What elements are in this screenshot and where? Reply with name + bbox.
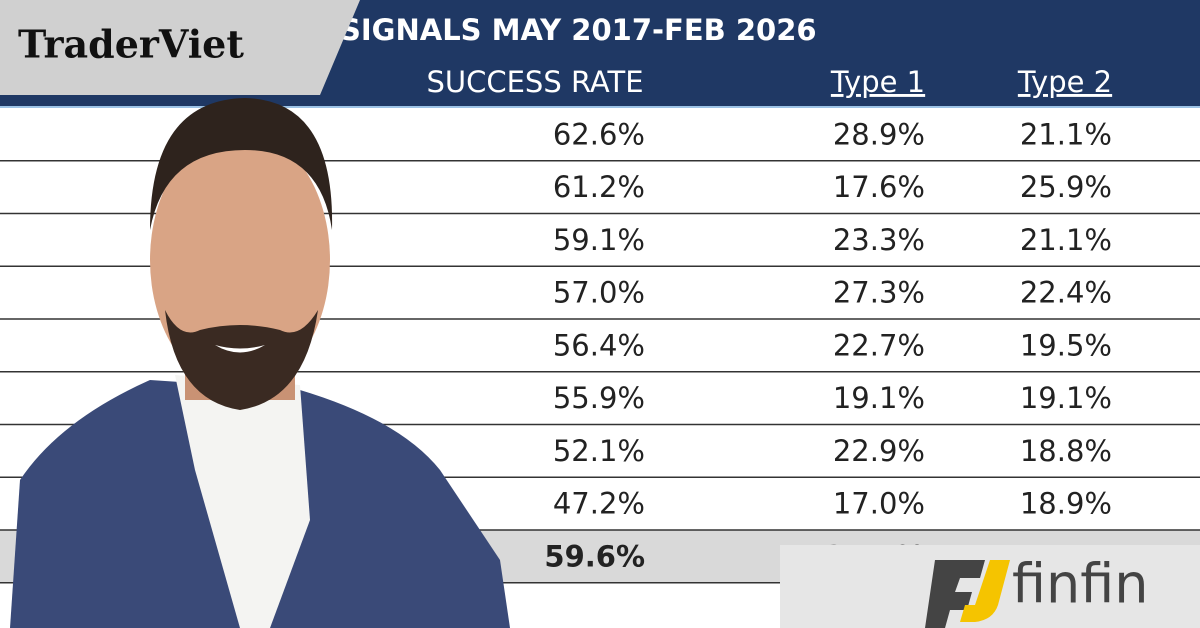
cell: 61.2%: [553, 170, 645, 204]
cell: 22.7%: [833, 328, 925, 362]
cell: 47.2%: [553, 487, 645, 521]
column-header: SUCCESS RATE: [426, 65, 643, 99]
shirt: [175, 375, 310, 628]
cell: 19.1%: [1020, 381, 1112, 415]
cell: 18.9%: [1020, 487, 1112, 521]
logo-icon-accent: [960, 560, 1010, 622]
cell: 22.9%: [833, 434, 925, 468]
cell: 19.1%: [833, 381, 925, 415]
cell: 62.6%: [553, 117, 645, 151]
cell: 19.5%: [1020, 328, 1112, 362]
column-header: Type 2: [1017, 65, 1112, 99]
cell: 28.9%: [833, 117, 925, 151]
beard: [165, 310, 318, 410]
column-header: Type 1: [830, 65, 925, 99]
logo-icon: [925, 560, 985, 628]
person-photo: [10, 98, 510, 628]
cell: 25.9%: [1020, 170, 1112, 204]
total-cell: 59.6%: [544, 539, 645, 573]
cell: 21.1%: [1020, 223, 1112, 257]
cell: 55.9%: [553, 381, 645, 415]
cell: 18.8%: [1020, 434, 1112, 468]
cell: 57.0%: [553, 276, 645, 310]
face: [150, 130, 330, 390]
left-logo: TraderViet: [18, 22, 244, 67]
cell: 52.1%: [553, 434, 645, 468]
table: 62.6% 28.9% 21.1% 61.2% 17.6% 25.9% 59.1% 23.3%…: [0, 117, 1200, 584]
cell: 56.4%: [553, 328, 645, 362]
right-logo: finfin: [1012, 553, 1148, 616]
cell: 22.4%: [1020, 276, 1112, 310]
smile: [215, 345, 265, 353]
cell: 59.1%: [553, 223, 645, 257]
cell: 23.3%: [833, 223, 925, 257]
cell: 21.1%: [1020, 117, 1112, 151]
hair: [150, 98, 333, 230]
cell: 17.0%: [833, 487, 925, 521]
left-logo-bg: [0, 0, 360, 95]
cell: 17.6%: [833, 170, 925, 204]
title: SIGNALS MAY 2017-FEB 2026: [340, 13, 817, 47]
cell: 27.3%: [833, 276, 925, 310]
